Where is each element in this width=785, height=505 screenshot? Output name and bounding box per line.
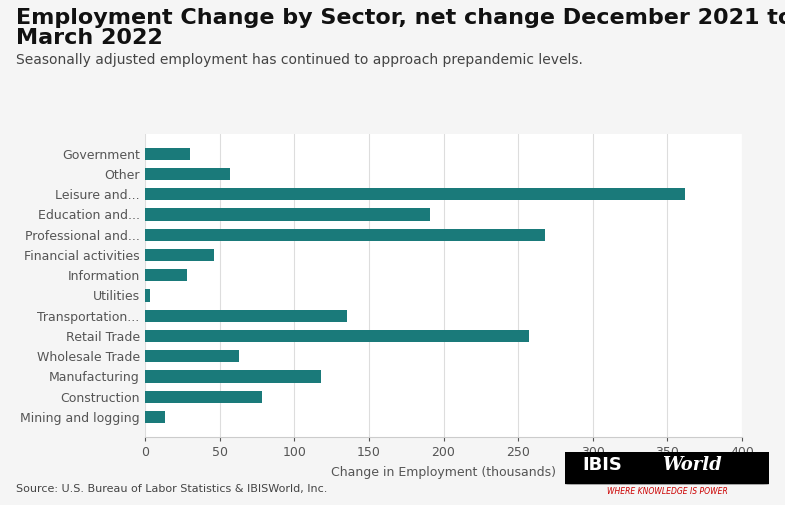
Bar <box>145 188 685 200</box>
Bar <box>145 249 214 261</box>
Bar <box>145 370 321 383</box>
Bar <box>145 310 346 322</box>
Bar <box>145 391 261 403</box>
X-axis label: Change in Employment (thousands): Change in Employment (thousands) <box>331 466 556 479</box>
Bar <box>145 147 190 160</box>
Text: Seasonally adjusted employment has continued to approach prepandemic levels.: Seasonally adjusted employment has conti… <box>16 53 582 67</box>
Text: World: World <box>662 457 721 474</box>
Bar <box>145 229 545 241</box>
Text: Employment Change by Sector, net change December 2021 to: Employment Change by Sector, net change … <box>16 8 785 28</box>
FancyBboxPatch shape <box>555 451 780 484</box>
Bar <box>145 350 239 362</box>
Bar <box>145 330 528 342</box>
Bar <box>145 411 165 423</box>
Bar <box>145 209 430 221</box>
Bar <box>145 269 187 281</box>
Text: IBIS: IBIS <box>582 457 622 474</box>
Bar <box>145 168 230 180</box>
Bar <box>145 289 150 301</box>
Text: March 2022: March 2022 <box>16 28 162 48</box>
Text: WHERE KNOWLEDGE IS POWER: WHERE KNOWLEDGE IS POWER <box>607 487 728 496</box>
Text: Source: U.S. Bureau of Labor Statistics & IBISWorld, Inc.: Source: U.S. Bureau of Labor Statistics … <box>16 484 327 494</box>
